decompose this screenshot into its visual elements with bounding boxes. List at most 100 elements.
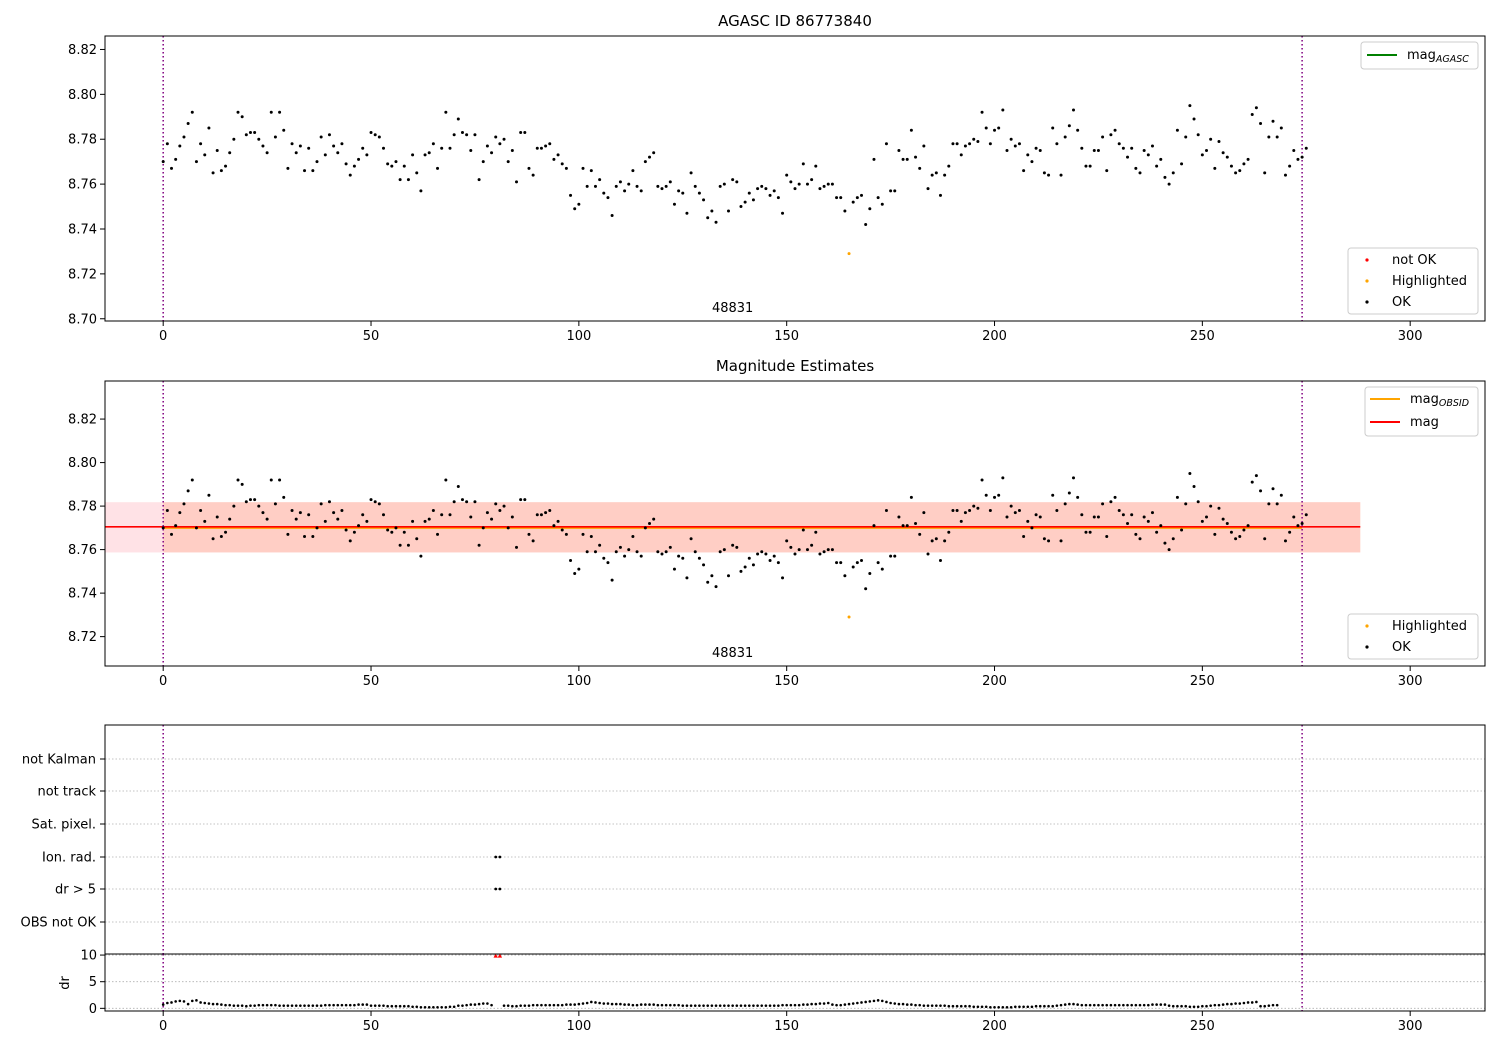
agasc-ok-point [307, 146, 311, 150]
dr-point [756, 1004, 759, 1007]
agasc-ok-point [1271, 119, 1275, 123]
dr-point [228, 1003, 231, 1007]
mag-est-ok-point [943, 539, 947, 543]
mag-est-ok-point [548, 508, 552, 512]
dr-xtick-label: 0 [159, 1019, 167, 1034]
dr-point [1055, 1004, 1059, 1007]
mag-est-ok-point [348, 539, 352, 543]
mag-est-ok-point [415, 537, 419, 541]
dr-point [1201, 1004, 1204, 1008]
agasc-ok-point [515, 180, 519, 184]
agasc-line-legend: magAGASC [1360, 41, 1479, 70]
dr-point [1030, 1005, 1034, 1009]
agasc-ok-point [980, 110, 984, 114]
dr-point [1059, 1003, 1063, 1007]
mag-est-ok-point [1163, 541, 1167, 545]
agasc-ok-point [465, 133, 469, 137]
agasc-ok-point [469, 148, 473, 152]
agasc-ok-point [199, 142, 203, 146]
dr-point [457, 1004, 460, 1007]
agasc-ok-point [1205, 148, 1209, 152]
agasc-ok-point [436, 166, 440, 170]
mag-est-ok-point [747, 556, 751, 560]
dr-point [718, 1004, 722, 1007]
mag-est-ok-point [955, 508, 959, 512]
mag-est-ok-point [922, 511, 926, 515]
mag-est-ok-point [1005, 515, 1009, 519]
dr-point [747, 1004, 751, 1007]
agasc-ok-point [323, 153, 327, 157]
mag-est-ok-point [818, 552, 822, 556]
mag-est-ok-point [1051, 493, 1055, 497]
mag-est-ok-point [639, 554, 643, 558]
dr-point [743, 1004, 747, 1007]
dr-point [203, 1001, 207, 1005]
dr-point [523, 1004, 527, 1007]
dr-point [598, 1001, 601, 1005]
agasc-ok-point [411, 153, 415, 157]
mag-est-ok-point [668, 545, 672, 549]
dr-point [1250, 1001, 1254, 1004]
dr-point [989, 1005, 992, 1009]
mag-est-ok-point [889, 554, 893, 558]
agasc-ok-point [431, 142, 435, 146]
agasc-ok-point [460, 130, 464, 134]
agasc-ok-point [390, 164, 394, 168]
agasc-ok-point [1047, 173, 1051, 177]
mag-est-ok-point [552, 524, 556, 528]
agasc-ytick-label: 8.76 [68, 178, 97, 193]
agasc-ok-point [631, 169, 635, 173]
dr-point [714, 1004, 718, 1007]
agasc-ok-point [1138, 171, 1142, 175]
agasc-ok-point [722, 182, 726, 186]
dr-point [527, 1004, 531, 1007]
agasc-ok-point [693, 184, 697, 188]
mag-est-ok-point [502, 504, 506, 508]
dr-point [673, 1003, 676, 1007]
agasc-ok-point [165, 142, 169, 146]
mag-est-ok-point [1022, 535, 1026, 539]
agasc-ok-point [1034, 146, 1038, 150]
dr-point [1014, 1005, 1017, 1009]
mag-est-ytick-label: 8.74 [68, 587, 97, 602]
dr-point [411, 1005, 414, 1009]
agasc-ok-point [298, 144, 302, 148]
mag-est-ok-point [161, 526, 165, 530]
dr-point [569, 1003, 572, 1006]
mag-est-ok-point [444, 478, 448, 482]
mag-est-ok-point [901, 524, 905, 528]
agasc-ok-point [689, 171, 693, 175]
dr-point [265, 1003, 269, 1007]
mag-est-ok-point [436, 532, 440, 536]
mag-est-ok-point [710, 574, 714, 578]
mag-est-ok-point [610, 578, 614, 582]
dr-point [614, 1002, 618, 1006]
agasc-ok-point [415, 171, 419, 175]
agasc-ok-point [215, 148, 219, 152]
dr-point [669, 1003, 672, 1007]
agasc-ok-point [219, 169, 223, 173]
dr-point [964, 1004, 967, 1008]
dr-point [693, 1004, 697, 1007]
mag-est-ok-point [693, 550, 697, 554]
mag-est-ok-point [1055, 508, 1059, 512]
mag-est-ok-point [835, 561, 839, 565]
agasc-ok-point [1038, 148, 1042, 152]
agasc-panel-frame [104, 35, 1486, 322]
mag-est-ok-point [714, 585, 718, 589]
mag-est-ok-point [477, 543, 481, 547]
mag-est-ok-point [294, 517, 298, 521]
agasc-ok-point [535, 146, 539, 150]
dr-point [831, 1003, 834, 1006]
agasc-ok-point [714, 220, 718, 224]
mag-est-ok-point [564, 532, 568, 536]
mag-est-ok-point [1121, 513, 1125, 517]
dr-point [319, 1004, 323, 1007]
mag-est-ok-point [614, 550, 618, 554]
mag-est-ok-point [419, 554, 423, 558]
agasc-ok-point [664, 184, 668, 188]
mag-est-ok-point [1259, 489, 1263, 493]
mag-est-ok-point [203, 519, 207, 523]
agasc-ok-point [677, 189, 681, 193]
dr-point [847, 1002, 851, 1006]
